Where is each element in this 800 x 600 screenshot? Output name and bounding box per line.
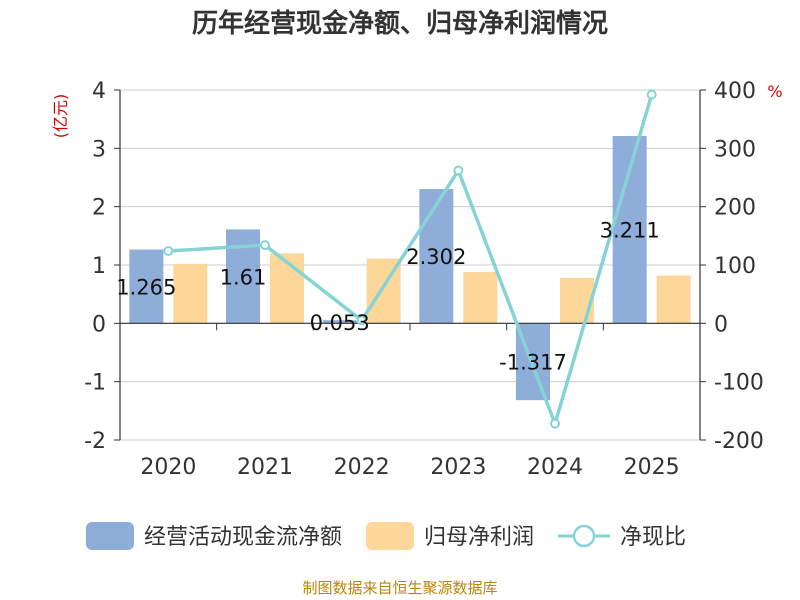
x-tick-label: 2025 bbox=[624, 455, 680, 480]
data-label: 1.61 bbox=[220, 265, 267, 289]
legend-swatch bbox=[366, 522, 414, 550]
right-tick-label: 200 bbox=[714, 196, 756, 221]
right-tick-label: -100 bbox=[714, 371, 764, 396]
legend-label: 归母净利润 bbox=[424, 525, 534, 550]
data-label: 0.053 bbox=[310, 311, 370, 335]
line-point bbox=[648, 91, 656, 99]
data-source-note: 制图数据来自恒生聚源数据库 bbox=[302, 579, 497, 597]
x-tick-label: 2023 bbox=[430, 455, 486, 480]
bar bbox=[463, 272, 497, 323]
legend: 经营活动现金流净额 归母净利润 净现比 bbox=[86, 522, 686, 550]
legend-marker bbox=[574, 526, 594, 546]
right-tick-label: 400 bbox=[714, 79, 756, 104]
left-tick-label: 2 bbox=[92, 196, 106, 221]
chart-title: 历年经营现金净额、归母净利润情况 bbox=[192, 8, 608, 39]
left-tick-label: 1 bbox=[92, 254, 106, 279]
data-label: 1.265 bbox=[116, 275, 176, 299]
line-point bbox=[454, 167, 462, 175]
data-label: 2.302 bbox=[406, 245, 466, 269]
x-tick-label: 2020 bbox=[140, 455, 196, 480]
right-tick-label: 300 bbox=[714, 137, 756, 162]
data-label: 3.211 bbox=[600, 219, 660, 243]
right-axis-unit: % bbox=[767, 82, 782, 101]
left-axis-unit: (亿元) bbox=[51, 94, 70, 139]
x-tick-label: 2024 bbox=[527, 455, 583, 480]
x-tick-label: 2021 bbox=[237, 455, 293, 480]
right-tick-label: -200 bbox=[714, 429, 764, 454]
left-tick-label: 0 bbox=[92, 312, 106, 337]
bar bbox=[173, 264, 207, 324]
line-point bbox=[261, 241, 269, 249]
right-tick-label: 100 bbox=[714, 254, 756, 279]
left-tick-label: -1 bbox=[84, 371, 106, 396]
right-tick-label: 0 bbox=[714, 312, 728, 337]
bar bbox=[560, 278, 594, 324]
left-tick-label: 3 bbox=[92, 137, 106, 162]
legend-label: 净现比 bbox=[620, 525, 686, 550]
line-point bbox=[164, 247, 172, 255]
data-label: -1.317 bbox=[499, 351, 567, 375]
line-point bbox=[551, 420, 559, 428]
left-tick-label: -2 bbox=[84, 429, 106, 454]
legend-label: 经营活动现金流净额 bbox=[144, 525, 342, 550]
bar bbox=[657, 276, 691, 324]
legend-swatch bbox=[86, 522, 134, 550]
left-tick-label: 4 bbox=[92, 79, 106, 104]
x-tick-label: 2022 bbox=[334, 455, 390, 480]
